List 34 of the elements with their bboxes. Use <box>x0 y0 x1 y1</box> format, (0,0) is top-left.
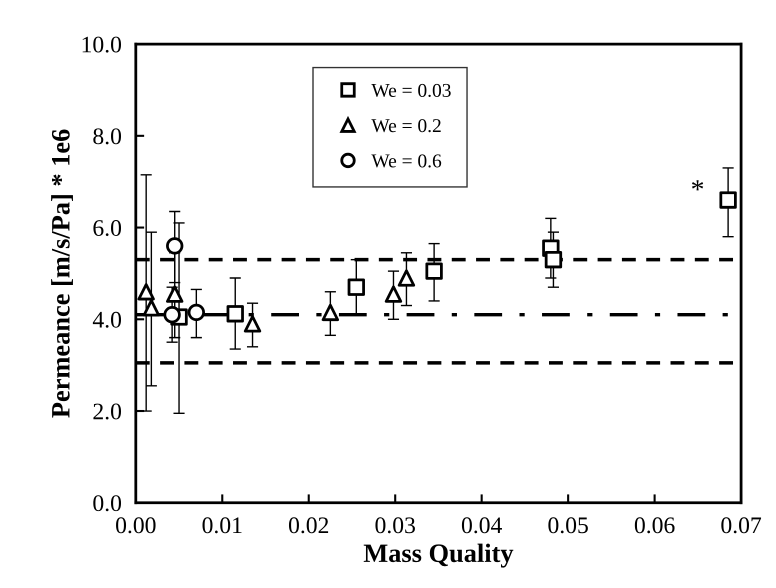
y-tick-label: 10.0 <box>82 36 122 53</box>
y-tick-label: 6.0 <box>93 220 122 236</box>
x-axis-title: Mass Quality <box>364 544 514 568</box>
y-tick-label: 4.0 <box>92 312 122 328</box>
x-tick-label: 0.03 <box>375 517 415 534</box>
point <box>384 285 402 303</box>
point <box>166 237 184 255</box>
point <box>719 191 737 209</box>
y-tick-label: 8.0 <box>93 128 122 144</box>
point <box>188 304 205 322</box>
legend-label: We = 0.2 <box>371 119 441 132</box>
x-tick-label: 0.07 <box>721 517 762 534</box>
x-tick-label: 0.02 <box>288 517 328 534</box>
y-axis-title: Permeance [m/s/Pa] * 1e6 <box>51 129 73 418</box>
y-tick-label: 2.0 <box>93 404 122 420</box>
point <box>348 278 365 296</box>
point <box>425 262 443 280</box>
x-tick-label: 0.01 <box>202 517 242 534</box>
x-tick-label: 0.04 <box>462 517 502 534</box>
point <box>244 315 262 333</box>
y-tick-label: 0.0 <box>93 495 122 512</box>
x-tick-label: 0.05 <box>548 517 588 534</box>
x-tick-label: 0.00 <box>116 517 156 534</box>
point <box>166 285 184 303</box>
x-tick-label: 0.06 <box>634 517 675 534</box>
annotation: * <box>692 180 704 190</box>
point <box>544 250 562 268</box>
legend-label: We = 0.6 <box>371 154 442 168</box>
point <box>322 304 340 322</box>
point <box>138 283 155 300</box>
point <box>226 305 244 322</box>
point <box>163 306 181 324</box>
legend-label: We = 0.03 <box>371 84 451 98</box>
point <box>398 269 416 287</box>
